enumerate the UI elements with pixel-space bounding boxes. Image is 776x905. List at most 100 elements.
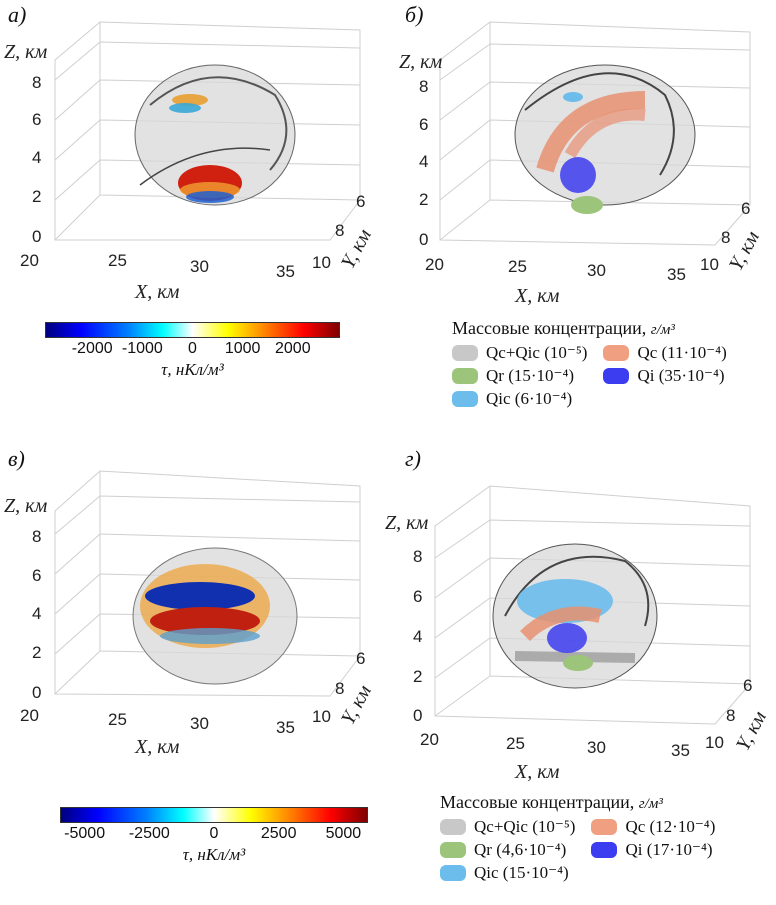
colorbar-c-label: τ, нКл/м³ <box>182 845 246 864</box>
z-tick: 2 <box>32 643 41 662</box>
legend-item-label: Qc+Qic (10⁻⁵) <box>486 343 588 362</box>
axes-box <box>439 21 751 246</box>
panel-a-plot: Z, км 8 6 4 2 0 20 25 30 35 X, км 10 8 6… <box>4 21 376 303</box>
swatch <box>452 368 478 384</box>
cloud-mesh <box>504 555 650 627</box>
axes-box <box>54 470 361 697</box>
lower-charge-layer <box>160 628 260 644</box>
legend-b-title: Массовые концентрации, г/м³ <box>452 318 727 339</box>
legend-item-label: Qic (6·10⁻⁴) <box>486 389 573 408</box>
swatch <box>452 345 478 361</box>
y-tick: 10 <box>312 707 331 726</box>
colorbar-c-gradient <box>60 807 368 823</box>
z-axis-title: Z, км <box>4 495 47 517</box>
x-tick: 20 <box>425 255 444 274</box>
y-axis-title: Y, км <box>725 227 764 274</box>
swatch <box>591 842 618 858</box>
qr-region <box>571 196 603 214</box>
z-tick: 6 <box>419 115 428 134</box>
swatch <box>440 865 466 881</box>
legend-item: Qc (12·10⁻⁴) <box>591 817 715 837</box>
z-axis-title: Z, км <box>385 512 428 534</box>
upper-charge-region-neg <box>169 103 201 113</box>
z-tick: 4 <box>32 604 41 623</box>
z-tick: 8 <box>32 73 41 92</box>
z-tick: 8 <box>419 77 428 96</box>
legend-unit: г/м³ <box>650 322 675 338</box>
legend-item-label: Qc+Qic (10⁻⁵) <box>474 817 576 836</box>
colorbar-tick: 2000 <box>275 340 311 357</box>
colorbar-a-gradient <box>45 322 340 338</box>
colorbar-a-ticks: -2000 -1000 0 1000 2000 <box>45 338 340 358</box>
colorbar-tick: 0 <box>209 825 219 842</box>
z-tick: 2 <box>419 190 428 209</box>
x-tick: 35 <box>671 741 690 760</box>
y-tick: 8 <box>726 706 735 725</box>
x-tick: 30 <box>190 714 209 733</box>
x-tick: 25 <box>508 257 527 276</box>
panel-a-label: а) <box>8 2 27 27</box>
x-axis-title: X, км <box>514 285 560 307</box>
swatch <box>603 368 630 384</box>
x-axis-title: X, км <box>514 761 560 783</box>
z-tick: 2 <box>32 187 41 206</box>
z-axis-title: Z, км <box>4 41 47 63</box>
x-tick: 20 <box>20 251 39 270</box>
x-tick: 35 <box>276 718 295 737</box>
swatch <box>591 819 618 835</box>
z-tick: 6 <box>32 110 41 129</box>
colorbar-a: -2000 -1000 0 1000 2000 τ, нКл/м³ <box>45 322 340 380</box>
upper-charge-region <box>172 94 208 106</box>
cloud-mesh <box>524 72 675 176</box>
y-tick: 8 <box>721 228 730 247</box>
legend-b: Массовые концентрации, г/м³ Qc+Qic (10⁻⁵… <box>452 318 727 409</box>
z-tick: 4 <box>32 148 41 167</box>
panel-d-label: г) <box>405 446 421 471</box>
legend-unit: г/м³ <box>638 796 663 812</box>
legend-item: Qic (15·10⁻⁴) <box>440 863 575 883</box>
z-tick: 2 <box>413 667 422 686</box>
legend-d: Массовые концентрации, г/м³ Qc+Qic (10⁻⁵… <box>440 792 715 883</box>
z-tick: 6 <box>413 587 422 606</box>
swatch <box>440 842 466 858</box>
qc-region <box>536 91 646 173</box>
legend-item: Qi (35·10⁻⁴) <box>603 366 726 386</box>
panel-b-plot: Z, км 8 6 4 2 0 20 25 30 35 X, км 10 8 6… <box>399 21 764 307</box>
axes-box <box>434 485 751 725</box>
qi-region <box>547 623 587 653</box>
y-tick: 10 <box>312 253 331 272</box>
cloud-envelope <box>514 64 696 206</box>
z-tick: 0 <box>413 706 422 725</box>
legend-d-title: Массовые концентрации, г/м³ <box>440 792 715 813</box>
x-tick: 25 <box>108 710 127 729</box>
panel-c-plot: Z, км 8 6 4 2 0 20 25 30 35 X, км 10 8 6… <box>4 470 376 758</box>
colorbar-tick: -2000 <box>71 340 113 357</box>
axes-box <box>54 21 361 241</box>
legend-title-text: Массовые концентрации, <box>452 318 647 338</box>
y-tick: 8 <box>335 679 344 698</box>
z-axis-title: Z, км <box>399 51 442 73</box>
panel-c-label: в) <box>8 446 25 471</box>
z-tick: 8 <box>32 527 41 546</box>
legend-item-label: Qc (11·10⁻⁴) <box>637 343 727 362</box>
z-tick: 0 <box>419 230 428 249</box>
colorbar-tick: 2500 <box>260 825 297 842</box>
qr-region <box>563 655 593 671</box>
x-axis-title: X, км <box>134 281 180 303</box>
z-tick: 4 <box>419 152 428 171</box>
colorbar-c-ticks: -5000 -2500 0 2500 5000 <box>60 823 368 843</box>
swatch <box>452 391 478 407</box>
legend-item-label: Qi (35·10⁻⁴) <box>637 366 725 385</box>
x-tick: 25 <box>506 734 525 753</box>
y-tick: 6 <box>356 192 365 211</box>
x-tick: 30 <box>190 257 209 276</box>
legend-item-label: Qr (15·10⁻⁴) <box>486 366 575 385</box>
x-tick: 20 <box>420 730 439 749</box>
legend-item: Qc+Qic (10⁻⁵) <box>452 343 587 363</box>
y-tick: 10 <box>705 733 724 752</box>
legend-item-label: Qi (17·10⁻⁴) <box>625 840 713 859</box>
z-tick: 0 <box>32 227 41 246</box>
colorbar-tick: 1000 <box>224 340 261 357</box>
qi-region <box>560 157 596 193</box>
legend-item: Qic (6·10⁻⁴) <box>452 389 587 409</box>
